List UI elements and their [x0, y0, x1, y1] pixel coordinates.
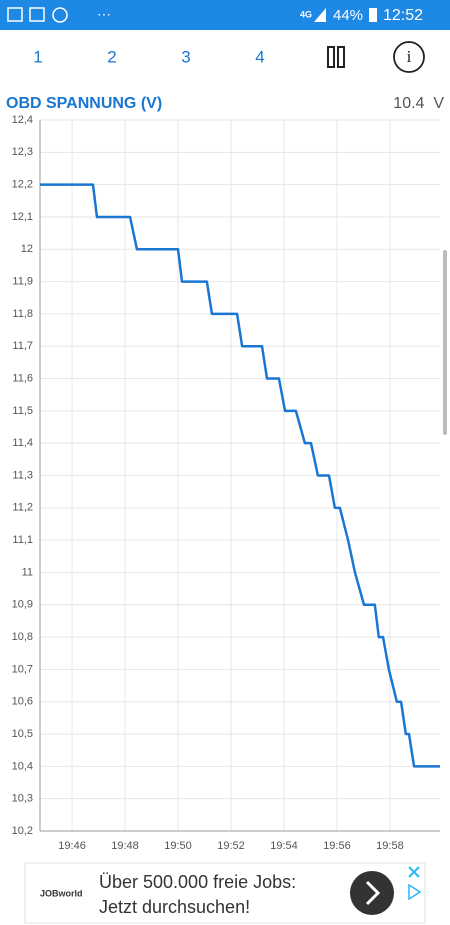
y-tick-label: 10,8 — [12, 631, 33, 643]
status-icon — [29, 7, 45, 22]
tab[interactable]: 2 — [107, 47, 116, 66]
ad-text: Über 500.000 freie Jobs: — [99, 872, 296, 892]
tab[interactable]: 1 — [33, 47, 42, 66]
status-battery: 44% — [333, 7, 363, 24]
x-tick-label: 19:48 — [111, 840, 139, 852]
y-tick-label: 12 — [21, 243, 33, 255]
x-tick-label: 19:50 — [164, 840, 192, 852]
ad-logo: JOBworld — [40, 888, 83, 898]
y-tick-label: 12,3 — [12, 146, 33, 158]
status-more: ··· — [97, 6, 111, 22]
y-tick-label: 10,2 — [12, 825, 33, 837]
y-tick-label: 10,5 — [12, 728, 33, 740]
ad-text: Jetzt durchsuchen! — [99, 897, 250, 917]
x-tick-label: 19:58 — [376, 840, 404, 852]
battery-icon — [369, 8, 377, 22]
tab[interactable]: 3 — [181, 47, 190, 66]
y-tick-label: 10,3 — [12, 793, 33, 805]
info-button[interactable] — [393, 41, 425, 73]
y-tick-label: 10,7 — [12, 663, 33, 675]
chart-title: OBD SPANNUNG (V) — [6, 95, 162, 112]
x-tick-label: 19:46 — [58, 840, 86, 852]
y-tick-label: 10,6 — [12, 696, 33, 708]
status-network: 4G — [300, 9, 312, 19]
y-tick-label: 12,1 — [12, 211, 33, 223]
y-tick-label: 10,9 — [12, 599, 33, 611]
y-tick-label: 10,4 — [12, 760, 33, 772]
x-tick-label: 19:54 — [270, 840, 298, 852]
y-tick-label: 11,3 — [12, 469, 33, 481]
ad-button[interactable] — [350, 871, 394, 915]
scroll-handle[interactable] — [443, 250, 447, 435]
y-tick-label: 11,2 — [12, 502, 33, 514]
tab-bar: 1 2 3 4 — [33, 47, 264, 66]
y-tick-label: 11,6 — [12, 372, 33, 384]
pause-button[interactable] — [327, 46, 335, 68]
info-icon: i — [407, 47, 412, 66]
y-tick-label: 11 — [22, 566, 33, 578]
x-tick-label: 19:52 — [217, 840, 245, 852]
signal-icon — [314, 8, 326, 22]
pause-button[interactable] — [337, 46, 345, 68]
data-line — [40, 183, 440, 768]
ad-close[interactable] — [408, 866, 420, 878]
ad-choices[interactable] — [408, 883, 422, 901]
ad-arrow — [365, 880, 381, 906]
y-tick-label: 11,4 — [12, 437, 33, 449]
tab[interactable]: 4 — [255, 47, 264, 66]
status-icon — [7, 7, 23, 22]
y-tick-label: 11,8 — [12, 308, 33, 320]
status-time: 12:52 — [383, 7, 423, 24]
plot: 10,2 10,3 10,4 10,5 10,6 10,7 10,8 10,9 11 11,1 11… — [12, 114, 440, 852]
y-tick-label: 11,1 — [12, 534, 33, 546]
y-tick-label: 11,9 — [12, 275, 33, 287]
x-tick-label: 19:56 — [323, 840, 351, 852]
y-tick-label: 12,4 — [12, 114, 33, 126]
current-value: 10.4 V — [393, 95, 444, 112]
y-tick-label: 12,2 — [12, 179, 33, 191]
status-icon — [52, 7, 68, 23]
y-tick-label: 11,7 — [12, 340, 33, 352]
y-tick-label: 11,5 — [12, 405, 33, 417]
